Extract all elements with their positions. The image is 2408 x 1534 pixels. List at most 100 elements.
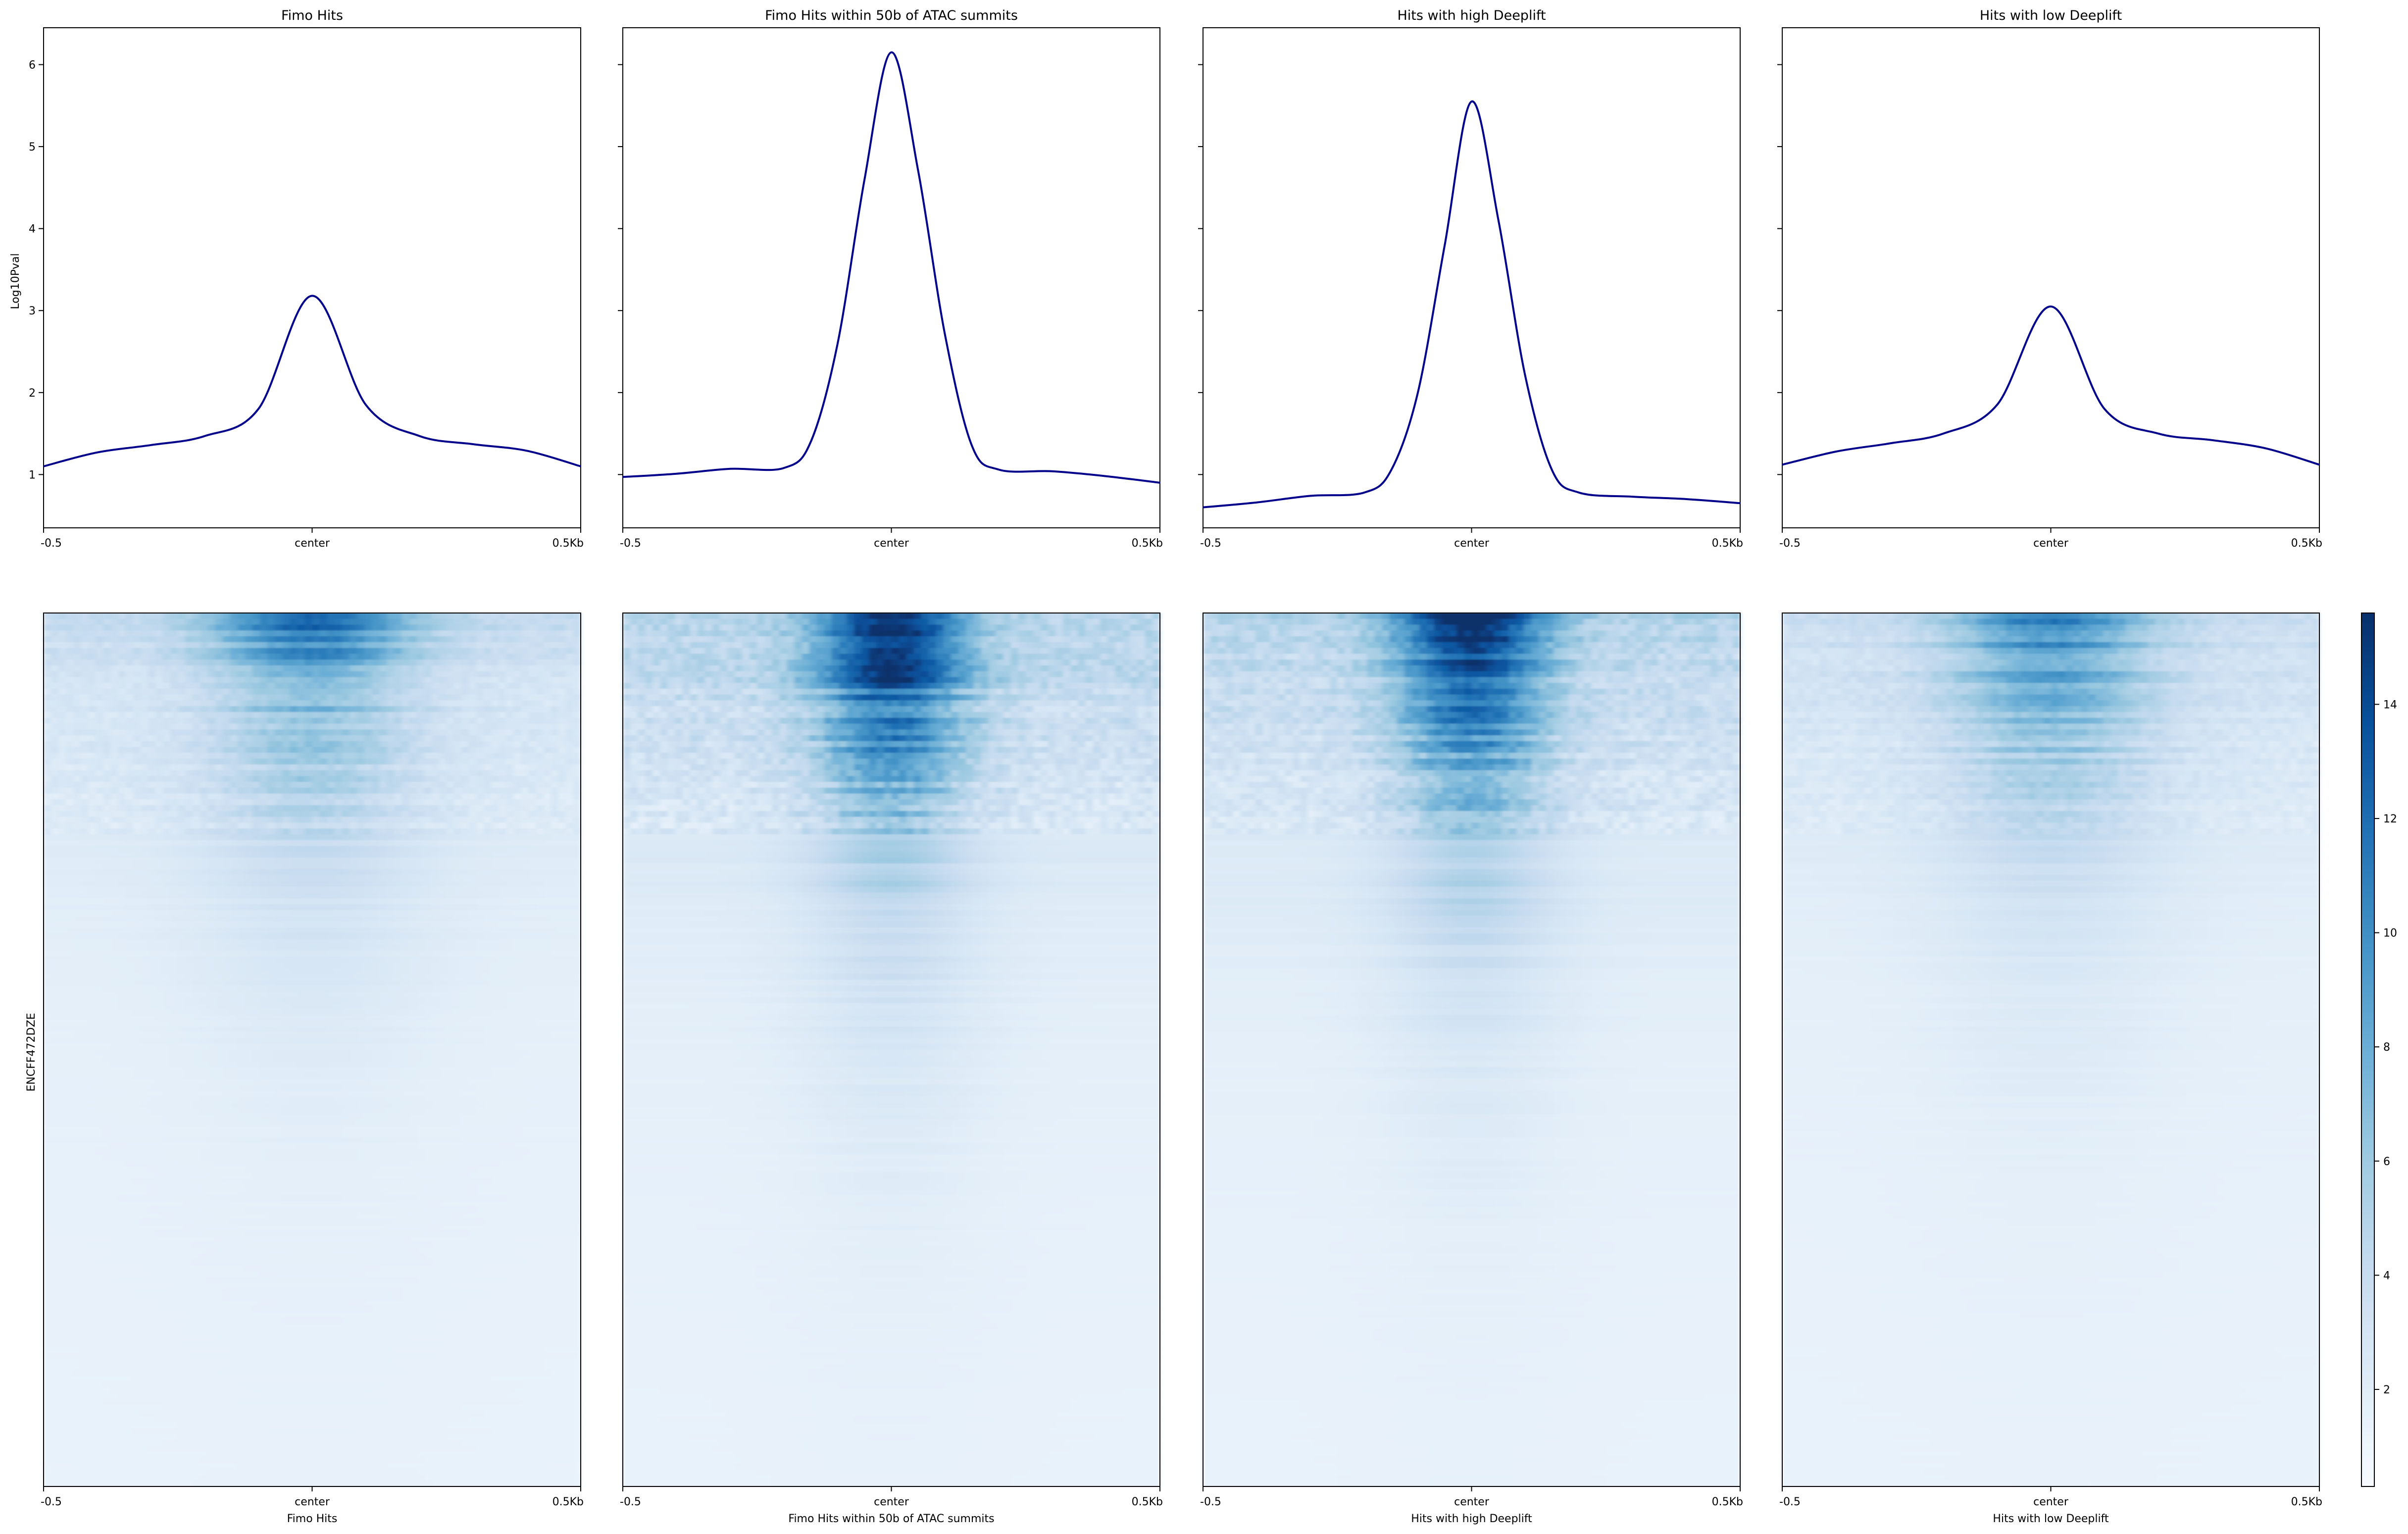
heatmap-cell — [320, 741, 328, 748]
heatmap-cell — [126, 636, 134, 643]
heatmap-cell — [238, 723, 246, 730]
heatmap-cell — [155, 945, 163, 951]
heatmap-cell — [417, 753, 425, 759]
heatmap-cell — [342, 939, 350, 946]
heatmap-cell — [499, 840, 506, 847]
heatmap-cell — [350, 630, 357, 637]
heatmap-cell — [73, 723, 81, 730]
heatmap-cell — [185, 770, 193, 777]
heatmap-cell — [409, 741, 417, 748]
heatmap-cell — [439, 642, 447, 649]
heatmap-cell — [133, 1009, 141, 1016]
heatmap-cell — [148, 881, 156, 887]
heatmap-cell — [476, 770, 484, 777]
heatmap-cell — [476, 834, 484, 841]
heatmap-cell — [282, 991, 290, 998]
heatmap-cell — [103, 660, 111, 666]
heatmap-cell — [230, 893, 238, 899]
heatmap-cell — [252, 852, 260, 858]
heatmap-cell — [417, 951, 425, 957]
heatmap-cell — [44, 636, 51, 643]
heatmap-cell — [96, 630, 104, 637]
heatmap-cell — [327, 630, 335, 637]
heatmap-cell — [491, 1003, 499, 1010]
heatmap-cell — [163, 741, 171, 748]
heatmap-cell — [111, 741, 119, 748]
heatmap-cell — [558, 613, 566, 619]
heatmap-cell — [290, 881, 298, 887]
heatmap-cell — [424, 671, 432, 678]
y-tick-label: 5 — [29, 141, 36, 153]
heatmap-cell — [230, 881, 238, 887]
heatmap-cell — [491, 770, 499, 777]
heatmap-cell — [126, 834, 134, 841]
heatmap-cell — [529, 916, 537, 922]
heatmap-cell — [238, 689, 246, 695]
heatmap-cell — [103, 654, 111, 660]
heatmap-cell — [372, 636, 380, 643]
heatmap-cell — [364, 898, 372, 905]
heatmap-cell — [208, 864, 216, 870]
heatmap-cell — [401, 735, 409, 742]
heatmap-cell — [81, 991, 89, 998]
heatmap-cell — [223, 864, 231, 870]
heatmap-cell — [297, 619, 305, 625]
heatmap-cell — [118, 765, 126, 771]
heatmap-cell — [327, 916, 335, 922]
heatmap-cell — [342, 794, 350, 800]
heatmap-cell — [484, 660, 492, 666]
heatmap-cell — [506, 834, 514, 841]
heatmap-cell — [447, 991, 454, 998]
heatmap-cell — [447, 753, 454, 759]
heatmap-cell — [51, 887, 59, 893]
heatmap-cell — [103, 986, 111, 992]
heatmap-cell — [469, 864, 477, 870]
heatmap-cell — [44, 718, 51, 724]
heatmap-cell — [364, 904, 372, 911]
heatmap-cell — [335, 729, 343, 736]
heatmap-cell — [424, 968, 432, 974]
heatmap-cell — [81, 957, 89, 963]
heatmap-cell — [544, 957, 552, 963]
heatmap-cell — [558, 957, 566, 963]
heatmap-cell — [491, 893, 499, 899]
heatmap-cell — [432, 677, 440, 683]
heatmap-cell — [409, 921, 417, 928]
heatmap-cell — [304, 630, 312, 637]
heatmap-cell — [417, 735, 425, 742]
heatmap-cell — [506, 893, 514, 899]
heatmap-cell — [409, 840, 417, 847]
heatmap-cell — [141, 875, 149, 881]
heatmap-cell — [290, 799, 298, 806]
heatmap-cell — [401, 805, 409, 812]
heatmap-cell — [297, 689, 305, 695]
heatmap-cell — [66, 817, 74, 823]
heatmap-cell — [73, 677, 81, 683]
heatmap-cell — [439, 910, 447, 917]
heatmap-cell — [342, 822, 350, 829]
heatmap-cell — [372, 735, 380, 742]
heatmap-cell — [506, 718, 514, 724]
heatmap-cell — [342, 630, 350, 637]
heatmap-cell — [447, 660, 454, 666]
heatmap-cell — [432, 794, 440, 800]
heatmap-cell — [372, 933, 380, 940]
heatmap-cell — [372, 828, 380, 835]
heatmap-cell — [379, 904, 387, 911]
heatmap-cell — [447, 921, 454, 928]
heatmap-cell — [185, 706, 193, 713]
heatmap-cell — [573, 986, 581, 992]
heatmap-cell — [267, 671, 275, 678]
heatmap-cell — [96, 683, 104, 689]
heatmap-cell — [126, 921, 134, 928]
heatmap-cell — [193, 630, 201, 637]
heatmap-cell — [215, 904, 223, 911]
heatmap-cell — [223, 980, 231, 986]
heatmap-cell — [58, 741, 66, 748]
heatmap-cell — [409, 642, 417, 649]
heatmap-cell — [245, 776, 253, 782]
heatmap-cell — [364, 619, 372, 625]
heatmap-cell — [252, 747, 260, 754]
heatmap-cell — [185, 852, 193, 858]
heatmap-cell — [335, 963, 343, 969]
